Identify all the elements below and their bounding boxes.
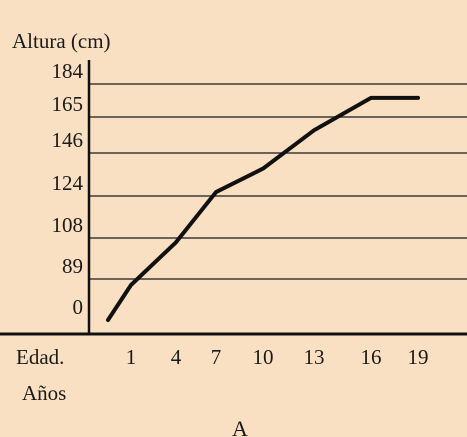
x-tick-label: 10: [253, 345, 274, 369]
x-tick-labels: 1 4 7 10 13 16 19: [126, 345, 429, 369]
height-curve: [106, 95, 420, 322]
data-point: [417, 97, 419, 99]
x-tick-label: 19: [408, 345, 429, 369]
y-tick-label: 0: [73, 295, 84, 319]
x-tick-label: 4: [171, 345, 182, 369]
data-point: [215, 191, 217, 193]
y-tick-label: 165: [52, 92, 84, 116]
series-line: [106, 95, 420, 322]
data-point: [130, 284, 132, 286]
y-tick-label: 184: [52, 59, 84, 83]
y-tick-label: 124: [52, 171, 84, 195]
y-tick-label: 146: [52, 128, 84, 152]
gridlines: [89, 83, 467, 280]
x-axis-label: Edad.: [16, 345, 64, 369]
y-tick-labels: 184 165 146 124 108 89 0: [52, 59, 84, 319]
data-point: [313, 129, 315, 131]
y-tick-label: 108: [52, 213, 84, 237]
x-tick-label: 16: [361, 345, 382, 369]
x-tick-label: 7: [211, 345, 222, 369]
x-tick-label: 1: [126, 345, 137, 369]
chart-caption: A: [232, 416, 248, 437]
data-point: [175, 241, 177, 243]
data-point: [262, 168, 264, 170]
data-point: [370, 97, 372, 99]
x-tick-label: 13: [304, 345, 325, 369]
y-tick-label: 89: [62, 254, 83, 278]
y-axis-label: Altura (cm): [12, 29, 111, 53]
x-axis-units: Años: [22, 381, 66, 405]
axes: [0, 60, 467, 336]
data-point: [107, 319, 109, 321]
